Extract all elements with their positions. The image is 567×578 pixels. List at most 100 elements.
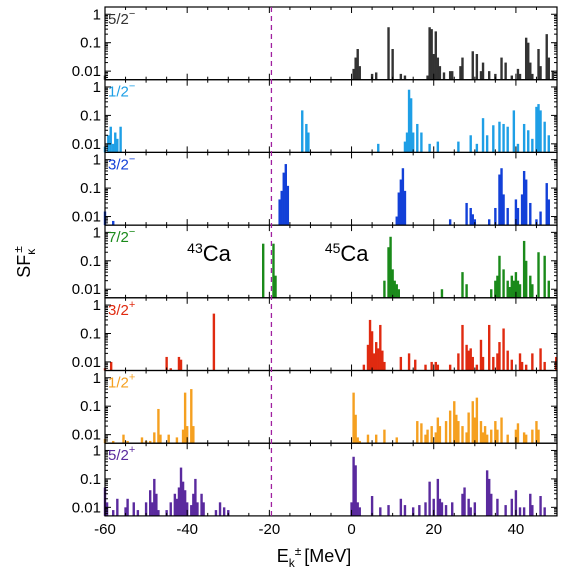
bar-5-46 bbox=[483, 426, 487, 444]
bar-4-13 bbox=[377, 348, 380, 371]
bar-5-10 bbox=[167, 434, 170, 444]
bar-2-9 bbox=[399, 179, 403, 226]
bar-5-33 bbox=[444, 421, 448, 444]
bar-6-4 bbox=[124, 507, 127, 516]
bar-6-63 bbox=[510, 498, 513, 516]
panel-label-sign-6: + bbox=[129, 444, 135, 456]
bar-2-22 bbox=[506, 207, 509, 226]
y-tick-label-3-2: 1 bbox=[93, 224, 101, 241]
panel-label-sign-2: − bbox=[129, 153, 135, 165]
bar-0-19 bbox=[448, 71, 452, 80]
bar-6-67 bbox=[529, 493, 532, 516]
panel-frame-0 bbox=[104, 6, 558, 81]
bar-0-22 bbox=[461, 57, 464, 80]
panel-1: 0.01 0.1 1 1/2− bbox=[72, 79, 558, 153]
bar-4-30 bbox=[471, 356, 474, 371]
bar-6-19 bbox=[179, 467, 183, 516]
bar-1-38 bbox=[547, 135, 550, 153]
bar-1-3 bbox=[112, 143, 115, 153]
bar-6-10 bbox=[151, 502, 154, 516]
bar-4-4 bbox=[177, 356, 181, 371]
bar-1-27 bbox=[502, 123, 505, 153]
bar-0-29 bbox=[500, 57, 503, 80]
bar-5-42 bbox=[473, 417, 477, 444]
bar-1-11 bbox=[403, 141, 407, 153]
bar-2-30 bbox=[539, 211, 542, 226]
bar-6-49 bbox=[438, 498, 442, 516]
bar-6-65 bbox=[518, 507, 522, 516]
panel-4: 0.01 0.1 1 3/2+ bbox=[72, 297, 558, 372]
bar-4-41 bbox=[518, 353, 522, 371]
bar-4-39 bbox=[506, 350, 509, 371]
bar-6-69 bbox=[539, 496, 542, 516]
bar-0-38 bbox=[537, 49, 540, 80]
bar-5-2 bbox=[122, 434, 125, 444]
bar-2-15 bbox=[471, 214, 474, 226]
bar-1-15 bbox=[411, 132, 415, 153]
bar-0-14 bbox=[432, 54, 435, 80]
bar-6-2 bbox=[112, 510, 115, 516]
bar-5-23 bbox=[383, 429, 386, 444]
x-tick-label-5: 40 bbox=[508, 521, 525, 538]
bar-5-59 bbox=[537, 429, 540, 444]
bar-6-17 bbox=[175, 498, 179, 516]
bar-1-21 bbox=[469, 135, 472, 153]
bar-3-10 bbox=[440, 289, 444, 298]
bar-4-42 bbox=[520, 361, 524, 371]
bar-6-42 bbox=[403, 505, 407, 516]
bar-0-33 bbox=[518, 73, 522, 80]
bar-4-12 bbox=[375, 342, 378, 371]
bar-0-34 bbox=[524, 37, 528, 80]
bar-6-57 bbox=[473, 502, 477, 516]
bar-5-14 bbox=[185, 426, 189, 444]
bar-5-16 bbox=[192, 426, 195, 444]
bar-1-24 bbox=[485, 135, 489, 153]
bar-1-36 bbox=[539, 110, 542, 153]
bar-5-47 bbox=[485, 434, 489, 444]
panel-label-sign-3: − bbox=[129, 226, 135, 238]
x-tick-label-0: -60 bbox=[94, 521, 116, 538]
bar-4-1 bbox=[109, 361, 113, 371]
bar-3-19 bbox=[508, 286, 511, 298]
bar-6-51 bbox=[444, 505, 448, 516]
y-tick-label-3-0: 0.01 bbox=[72, 281, 101, 298]
bar-4-40 bbox=[510, 359, 513, 371]
x-tick-label-1: -40 bbox=[176, 521, 198, 538]
bar-4-33 bbox=[481, 356, 485, 371]
bar-4-29 bbox=[469, 348, 472, 371]
bar-2-1 bbox=[112, 220, 115, 226]
y-tick-label-5-1: 0.1 bbox=[80, 398, 101, 415]
y-tick-label-5-0: 0.01 bbox=[72, 427, 101, 444]
bar-4-25 bbox=[457, 353, 460, 371]
bar-5-7 bbox=[153, 432, 156, 444]
bar-6-43 bbox=[411, 507, 415, 516]
bar-5-31 bbox=[436, 417, 440, 444]
bar-6-58 bbox=[485, 470, 489, 516]
bar-5-55 bbox=[522, 432, 526, 444]
bar-6-11 bbox=[153, 478, 156, 516]
bar-1-7 bbox=[301, 110, 304, 153]
bar-5-48 bbox=[490, 429, 493, 444]
bar-2-5 bbox=[284, 164, 287, 226]
bar-2-17 bbox=[488, 219, 491, 226]
bar-1-16 bbox=[416, 123, 419, 153]
y-tick-label-4-2: 1 bbox=[93, 297, 101, 314]
bar-1-8 bbox=[305, 123, 308, 153]
panel-label-sign-4: + bbox=[129, 299, 135, 311]
bar-6-8 bbox=[144, 502, 148, 516]
bar-6-36 bbox=[356, 502, 359, 516]
bar-4-24 bbox=[448, 364, 452, 371]
bar-0-31 bbox=[510, 75, 513, 80]
y-tick-label-5-2: 1 bbox=[93, 370, 101, 387]
bar-1-22 bbox=[475, 143, 479, 153]
x-axis: -60 -40 -20 0 20 40 bbox=[94, 521, 524, 538]
panel-label-value-6: 5/2 bbox=[108, 447, 129, 464]
panels: 0.010.11 5/2−0.010.11 1/2−0.010.11 3/2−0.01… bbox=[72, 6, 558, 517]
bar-5-40 bbox=[467, 412, 470, 444]
annotation-element-1: Ca bbox=[340, 241, 369, 266]
bar-2-4 bbox=[282, 172, 285, 226]
bar-6-9 bbox=[149, 490, 152, 516]
bar-3-9 bbox=[397, 289, 400, 298]
bar-6-62 bbox=[504, 505, 507, 516]
